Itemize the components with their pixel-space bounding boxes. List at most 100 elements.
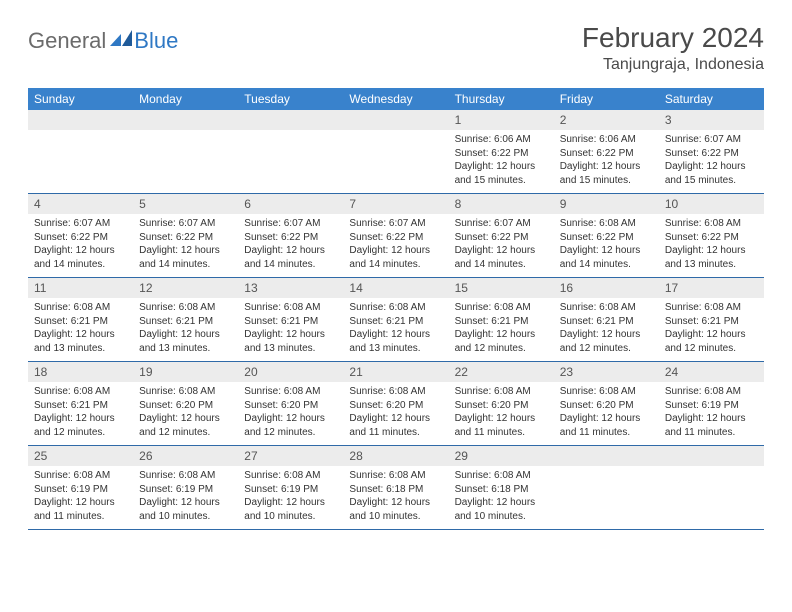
sunrise-text: Sunrise: 6:08 AM — [139, 469, 232, 483]
daylight-text: Daylight: 12 hours and 11 minutes. — [665, 412, 758, 439]
day-number: 7 — [343, 194, 448, 214]
sunrise-text: Sunrise: 6:07 AM — [34, 217, 127, 231]
calendar-week-row: 4Sunrise: 6:07 AMSunset: 6:22 PMDaylight… — [28, 194, 764, 278]
weekday-header: Saturday — [659, 88, 764, 110]
day-number: 28 — [343, 446, 448, 466]
sunset-text: Sunset: 6:19 PM — [34, 483, 127, 497]
day-details: Sunrise: 6:07 AMSunset: 6:22 PMDaylight:… — [238, 214, 343, 277]
calendar-day-cell: 17Sunrise: 6:08 AMSunset: 6:21 PMDayligh… — [659, 278, 764, 362]
calendar-day-cell: 16Sunrise: 6:08 AMSunset: 6:21 PMDayligh… — [554, 278, 659, 362]
logo: General Blue — [28, 28, 178, 54]
day-number: 3 — [659, 110, 764, 130]
empty-day-body — [659, 466, 764, 524]
calendar-day-cell — [28, 110, 133, 194]
calendar-week-row: 11Sunrise: 6:08 AMSunset: 6:21 PMDayligh… — [28, 278, 764, 362]
daylight-text: Daylight: 12 hours and 10 minutes. — [139, 496, 232, 523]
daylight-text: Daylight: 12 hours and 13 minutes. — [244, 328, 337, 355]
day-details: Sunrise: 6:08 AMSunset: 6:20 PMDaylight:… — [449, 382, 554, 445]
empty-day-number — [28, 110, 133, 130]
calendar-day-cell: 2Sunrise: 6:06 AMSunset: 6:22 PMDaylight… — [554, 110, 659, 194]
sunset-text: Sunset: 6:22 PM — [455, 147, 548, 161]
empty-day-body — [238, 130, 343, 188]
sunset-text: Sunset: 6:19 PM — [665, 399, 758, 413]
daylight-text: Daylight: 12 hours and 13 minutes. — [139, 328, 232, 355]
sunset-text: Sunset: 6:21 PM — [34, 315, 127, 329]
day-details: Sunrise: 6:08 AMSunset: 6:19 PMDaylight:… — [659, 382, 764, 445]
calendar-week-row: 25Sunrise: 6:08 AMSunset: 6:19 PMDayligh… — [28, 446, 764, 530]
weekday-header: Tuesday — [238, 88, 343, 110]
day-number: 17 — [659, 278, 764, 298]
calendar-day-cell: 21Sunrise: 6:08 AMSunset: 6:20 PMDayligh… — [343, 362, 448, 446]
sunrise-text: Sunrise: 6:08 AM — [665, 301, 758, 315]
day-number: 10 — [659, 194, 764, 214]
day-details: Sunrise: 6:07 AMSunset: 6:22 PMDaylight:… — [449, 214, 554, 277]
sunset-text: Sunset: 6:21 PM — [665, 315, 758, 329]
day-details: Sunrise: 6:06 AMSunset: 6:22 PMDaylight:… — [449, 130, 554, 193]
calendar-day-cell: 6Sunrise: 6:07 AMSunset: 6:22 PMDaylight… — [238, 194, 343, 278]
day-details: Sunrise: 6:08 AMSunset: 6:21 PMDaylight:… — [133, 298, 238, 361]
day-details: Sunrise: 6:08 AMSunset: 6:20 PMDaylight:… — [343, 382, 448, 445]
calendar-table: Sunday Monday Tuesday Wednesday Thursday… — [28, 88, 764, 530]
sunrise-text: Sunrise: 6:08 AM — [34, 301, 127, 315]
day-number: 22 — [449, 362, 554, 382]
sunset-text: Sunset: 6:20 PM — [349, 399, 442, 413]
sunrise-text: Sunrise: 6:08 AM — [34, 469, 127, 483]
sunset-text: Sunset: 6:20 PM — [560, 399, 653, 413]
sunrise-text: Sunrise: 6:08 AM — [244, 301, 337, 315]
day-number: 8 — [449, 194, 554, 214]
day-number: 19 — [133, 362, 238, 382]
day-details: Sunrise: 6:08 AMSunset: 6:19 PMDaylight:… — [133, 466, 238, 529]
day-number: 26 — [133, 446, 238, 466]
daylight-text: Daylight: 12 hours and 12 minutes. — [34, 412, 127, 439]
sunrise-text: Sunrise: 6:08 AM — [244, 385, 337, 399]
calendar-day-cell: 20Sunrise: 6:08 AMSunset: 6:20 PMDayligh… — [238, 362, 343, 446]
sunset-text: Sunset: 6:21 PM — [560, 315, 653, 329]
daylight-text: Daylight: 12 hours and 11 minutes. — [349, 412, 442, 439]
day-number: 5 — [133, 194, 238, 214]
sunrise-text: Sunrise: 6:08 AM — [455, 385, 548, 399]
day-number: 9 — [554, 194, 659, 214]
empty-day-number — [238, 110, 343, 130]
day-number: 27 — [238, 446, 343, 466]
empty-day-body — [133, 130, 238, 188]
day-number: 2 — [554, 110, 659, 130]
sunrise-text: Sunrise: 6:08 AM — [139, 301, 232, 315]
day-number: 20 — [238, 362, 343, 382]
calendar-day-cell: 28Sunrise: 6:08 AMSunset: 6:18 PMDayligh… — [343, 446, 448, 530]
day-details: Sunrise: 6:06 AMSunset: 6:22 PMDaylight:… — [554, 130, 659, 193]
calendar-day-cell: 7Sunrise: 6:07 AMSunset: 6:22 PMDaylight… — [343, 194, 448, 278]
daylight-text: Daylight: 12 hours and 11 minutes. — [455, 412, 548, 439]
calendar-day-cell: 29Sunrise: 6:08 AMSunset: 6:18 PMDayligh… — [449, 446, 554, 530]
sunrise-text: Sunrise: 6:07 AM — [244, 217, 337, 231]
day-number: 6 — [238, 194, 343, 214]
calendar-day-cell: 11Sunrise: 6:08 AMSunset: 6:21 PMDayligh… — [28, 278, 133, 362]
day-number: 13 — [238, 278, 343, 298]
calendar-day-cell: 25Sunrise: 6:08 AMSunset: 6:19 PMDayligh… — [28, 446, 133, 530]
weekday-header: Wednesday — [343, 88, 448, 110]
daylight-text: Daylight: 12 hours and 15 minutes. — [455, 160, 548, 187]
day-details: Sunrise: 6:08 AMSunset: 6:21 PMDaylight:… — [238, 298, 343, 361]
sunset-text: Sunset: 6:21 PM — [34, 399, 127, 413]
sunset-text: Sunset: 6:22 PM — [139, 231, 232, 245]
daylight-text: Daylight: 12 hours and 11 minutes. — [560, 412, 653, 439]
daylight-text: Daylight: 12 hours and 12 minutes. — [455, 328, 548, 355]
day-details: Sunrise: 6:08 AMSunset: 6:19 PMDaylight:… — [238, 466, 343, 529]
day-number: 15 — [449, 278, 554, 298]
sunset-text: Sunset: 6:18 PM — [349, 483, 442, 497]
day-details: Sunrise: 6:08 AMSunset: 6:18 PMDaylight:… — [449, 466, 554, 529]
calendar-week-row: 1Sunrise: 6:06 AMSunset: 6:22 PMDaylight… — [28, 110, 764, 194]
daylight-text: Daylight: 12 hours and 14 minutes. — [560, 244, 653, 271]
calendar-day-cell: 5Sunrise: 6:07 AMSunset: 6:22 PMDaylight… — [133, 194, 238, 278]
daylight-text: Daylight: 12 hours and 12 minutes. — [560, 328, 653, 355]
sunset-text: Sunset: 6:22 PM — [455, 231, 548, 245]
daylight-text: Daylight: 12 hours and 12 minutes. — [139, 412, 232, 439]
day-details: Sunrise: 6:07 AMSunset: 6:22 PMDaylight:… — [133, 214, 238, 277]
day-number: 11 — [28, 278, 133, 298]
day-details: Sunrise: 6:08 AMSunset: 6:21 PMDaylight:… — [449, 298, 554, 361]
empty-day-number — [554, 446, 659, 466]
calendar-header-row: Sunday Monday Tuesday Wednesday Thursday… — [28, 88, 764, 110]
daylight-text: Daylight: 12 hours and 10 minutes. — [455, 496, 548, 523]
day-details: Sunrise: 6:08 AMSunset: 6:21 PMDaylight:… — [554, 298, 659, 361]
daylight-text: Daylight: 12 hours and 14 minutes. — [34, 244, 127, 271]
sunrise-text: Sunrise: 6:08 AM — [455, 469, 548, 483]
